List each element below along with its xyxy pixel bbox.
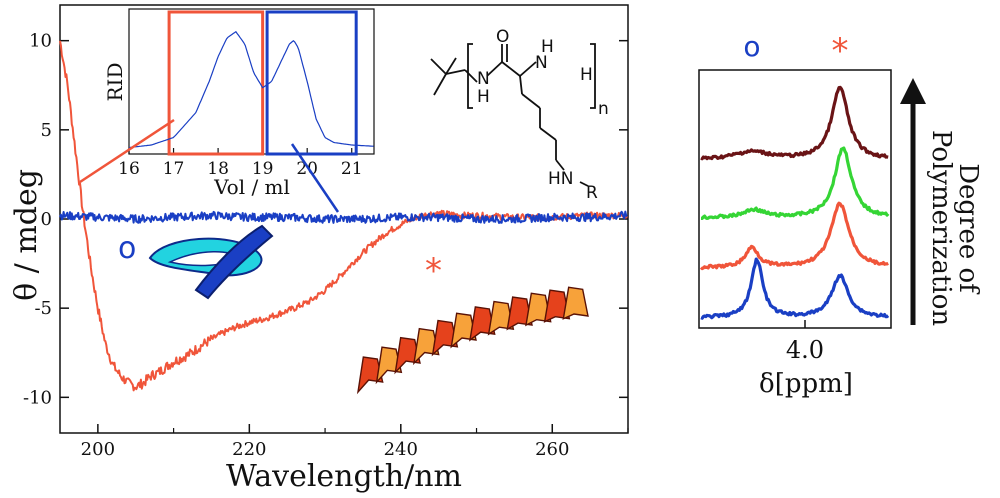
inset-x-tick-label: 18 <box>207 159 229 179</box>
inset-xlabel: Vol / ml <box>213 175 290 199</box>
nmr-series <box>699 85 890 320</box>
inset-ylabel: RID <box>103 63 127 102</box>
inset-blue-fraction-box <box>265 10 358 156</box>
cd-series-helix <box>59 40 628 392</box>
cd-y-tick-label: -5 <box>34 298 52 319</box>
cd-x-tick-label: 260 <box>535 439 569 460</box>
chem-hn: HN <box>548 169 574 189</box>
inset-x-tick-label: 17 <box>163 159 185 179</box>
inset-x-tick-label: 21 <box>341 159 363 179</box>
cd-ticks: 200 220 240 260 -10 -5 0 5 10 <box>23 31 629 460</box>
polymerization-arrow-head <box>900 78 926 104</box>
nmr-panel: o * 4.0 δ[ppm] Degree of Polymerization <box>698 30 983 399</box>
chem-n-right: N <box>535 53 548 73</box>
nmr-cyclic-marker: o <box>743 30 760 63</box>
nmr-tick-label: 4.0 <box>786 336 824 364</box>
cd-y-tick-label: 10 <box>29 31 52 52</box>
arrow-label-line2: Polymerization <box>926 130 956 326</box>
cyclic-ribbon-illustration <box>148 224 274 300</box>
inset-x-tick-label: 19 <box>252 159 274 179</box>
cd-x-tick-label: 220 <box>232 439 266 460</box>
chem-h-right: H <box>580 65 593 85</box>
cd-series-cyclic <box>59 210 628 224</box>
chem-h-left: H <box>477 87 490 107</box>
nmr-trace <box>700 85 889 161</box>
inset-rid-trace <box>128 30 374 149</box>
chem-r: R <box>586 183 598 203</box>
chem-n-subscript: n <box>598 99 609 119</box>
nmr-trace <box>700 257 890 320</box>
cd-x-tick-label: 240 <box>384 439 418 460</box>
nmr-xlabel: δ[ppm] <box>759 369 853 399</box>
sec-inset: 16 17 18 19 20 21 RID Vol / ml <box>79 8 375 213</box>
chem-h-right-top: H <box>541 37 554 57</box>
nmr-helix-marker: * <box>832 31 849 71</box>
cd-y-tick-label: -10 <box>23 387 52 408</box>
helix-turn <box>562 286 589 320</box>
inset-background <box>129 9 374 154</box>
blue-connector-line <box>290 143 340 213</box>
helix-illustration <box>356 286 589 395</box>
chem-nh-left: N <box>477 69 490 89</box>
nmr-frame <box>698 69 892 329</box>
nmr-trace <box>700 146 890 220</box>
cd-y-tick-label: 5 <box>41 120 52 141</box>
cyclic-marker: o <box>118 231 136 266</box>
chem-o: O <box>496 27 509 47</box>
chemical-labels: O N H N H H n HN R <box>477 27 609 203</box>
inset-red-fraction-box <box>167 10 265 156</box>
cd-x-tick-label: 200 <box>81 439 115 460</box>
cd-xlabel: Wavelength/nm <box>226 459 462 494</box>
cd-chart: 200 220 240 260 -10 -5 0 5 10 θ / mdeg Wavelengt… <box>9 4 629 494</box>
cd-series <box>59 40 628 392</box>
inset-series <box>128 30 374 149</box>
cd-ylabel: θ / mdeg <box>9 169 44 301</box>
nmr-trace <box>699 201 889 271</box>
cd-y-tick-label: 0 <box>41 209 52 230</box>
chemical-structure <box>430 43 596 187</box>
helix-marker: * <box>425 251 442 291</box>
inset-x-tick-label: 16 <box>118 159 140 179</box>
arrow-label-line1: Degree of <box>953 163 983 295</box>
inset-fraction-boxes <box>167 10 358 156</box>
red-connector-line <box>79 118 175 184</box>
